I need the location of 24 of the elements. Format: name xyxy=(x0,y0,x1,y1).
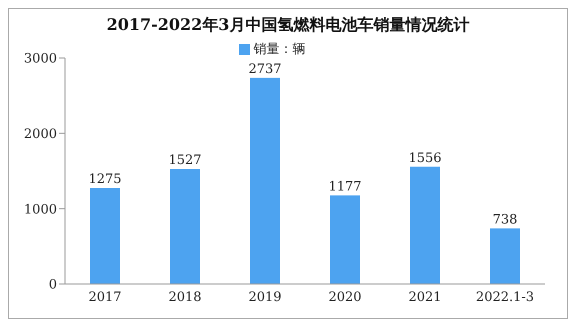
x-tick-label: 2022.1-3 xyxy=(476,290,534,306)
bar xyxy=(250,78,280,284)
y-tick-label: 0 xyxy=(48,278,57,293)
data-label: 1527 xyxy=(168,152,202,168)
data-label: 738 xyxy=(492,212,518,228)
bar xyxy=(410,166,440,284)
y-tick-label: 1000 xyxy=(24,202,57,218)
bar xyxy=(490,228,520,284)
x-tick-label: 2019 xyxy=(248,290,282,306)
x-tick-label: 2018 xyxy=(168,290,202,306)
x-tick-label: 2017 xyxy=(88,290,122,306)
data-label: 1177 xyxy=(328,179,362,194)
data-label: 1556 xyxy=(408,150,442,166)
chart-title: 2017-2022年3月中国氢燃料电池车销量情况统计 xyxy=(106,15,470,36)
x-tick-label: 2021 xyxy=(408,290,442,306)
x-tick-label: 2020 xyxy=(328,290,362,306)
y-tick-label: 3000 xyxy=(24,52,57,67)
y-tick-label: 2000 xyxy=(24,126,57,142)
bar xyxy=(170,168,200,284)
bar xyxy=(90,188,120,284)
data-label: 1275 xyxy=(88,172,122,187)
data-label: 2737 xyxy=(248,62,282,77)
bar xyxy=(330,195,360,284)
legend-label: 销量：辆 xyxy=(254,42,306,57)
